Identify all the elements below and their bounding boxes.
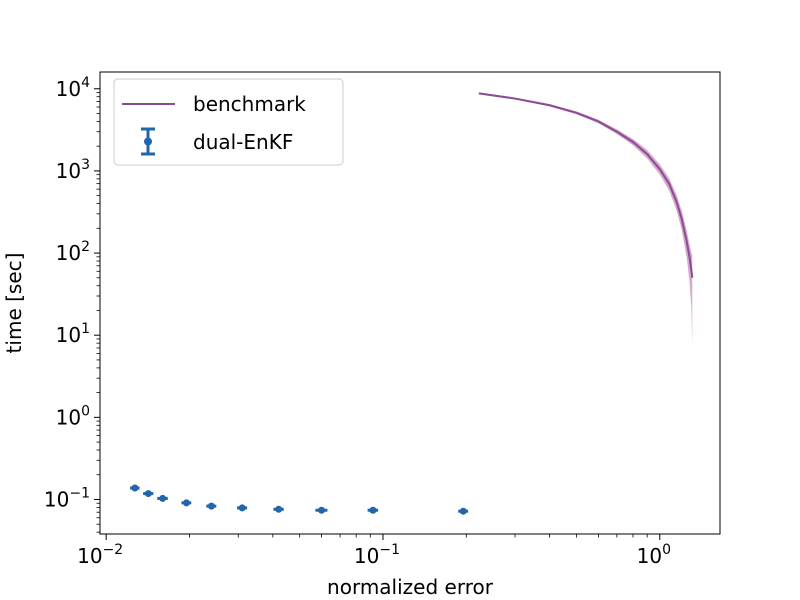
dual-enkf-point [458, 507, 469, 515]
y-tick-label: 10−1 [44, 485, 90, 511]
y-tick-label: 101 [56, 321, 90, 347]
dual-enkf-point [130, 484, 140, 492]
dual-enkf-point [181, 499, 192, 507]
legend-dual-enkf-label: dual-EnKF [193, 130, 293, 154]
benchmark-line [478, 92, 694, 278]
x-tick-label: 10−2 [77, 542, 123, 568]
benchmark-confidence-band [478, 92, 693, 346]
dual-enkf-point [367, 506, 379, 514]
dual-enkf-point [273, 505, 284, 513]
y-tick-label: 104 [56, 75, 90, 101]
y-tick-label: 100 [56, 403, 90, 429]
dual-enkf-point [315, 506, 328, 514]
ticks-layer: 10−2 10−1 100 10−1 100 101 102 103 104 [44, 75, 671, 568]
legend-benchmark-label: benchmark [193, 92, 306, 116]
x-tick-label: 100 [637, 542, 671, 568]
dual-enkf-point [237, 504, 248, 512]
y-axis-label: time [sec] [2, 253, 26, 354]
dual-enkf-point [206, 502, 217, 510]
x-axis-label: normalized error [327, 575, 494, 599]
benchmark-band-layer [478, 92, 693, 346]
dual-enkf-point [157, 494, 168, 502]
legend: benchmark dual-EnKF [113, 78, 344, 166]
series-layer [130, 92, 694, 515]
y-tick-label: 103 [56, 157, 90, 183]
plot-area-frame [99, 71, 721, 535]
legend-dual-enkf-swatch [141, 127, 155, 156]
y-tick-label: 102 [56, 239, 90, 265]
x-tick-label: 10−1 [354, 542, 400, 568]
dual-enkf-point [143, 490, 154, 498]
legend-box [113, 78, 344, 166]
